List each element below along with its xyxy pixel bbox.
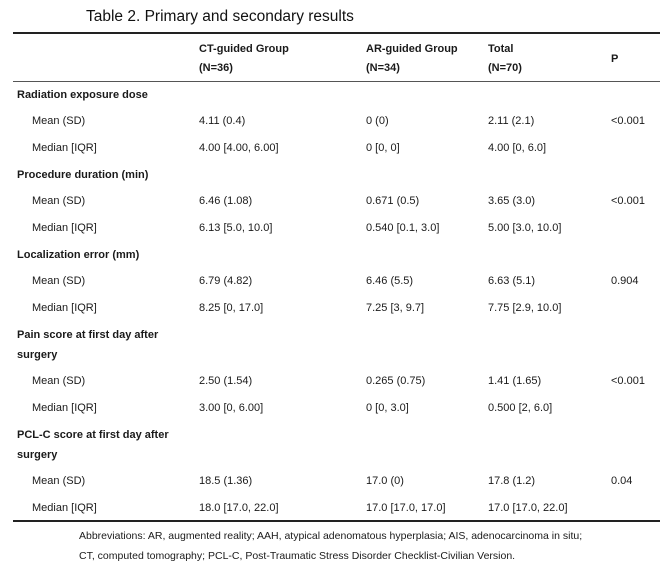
cell-total: 3.65 (3.0) xyxy=(488,195,536,207)
column-header: AR-guided Group xyxy=(366,43,458,55)
cell-ar: 17.0 (0) xyxy=(366,475,404,487)
cell-p: 0.04 xyxy=(611,475,633,487)
cell-ar: 0.540 [0.1, 3.0] xyxy=(366,222,440,234)
group-label: Pain score at first day after xyxy=(17,329,159,341)
cell-total: 4.00 [0, 6.0] xyxy=(488,142,547,154)
column-header-n: (N=36) xyxy=(199,62,233,74)
cell-ar: 0.265 (0.75) xyxy=(366,375,426,387)
row-label: Median [IQR] xyxy=(32,402,97,414)
group-label: surgery xyxy=(17,349,58,361)
row-label: Median [IQR] xyxy=(32,222,97,234)
row-label: Median [IQR] xyxy=(32,302,97,314)
cell-total: 17.0 [17.0, 22.0] xyxy=(488,502,568,514)
column-header: CT-guided Group xyxy=(199,43,289,55)
cell-ct: 6.79 (4.82) xyxy=(199,275,253,287)
row-label: Mean (SD) xyxy=(32,195,86,207)
cell-total: 2.11 (2.1) xyxy=(488,115,535,127)
cell-ct: 6.46 (1.08) xyxy=(199,195,253,207)
cell-total: 6.63 (5.1) xyxy=(488,275,536,287)
cell-ar: 7.25 [3, 9.7] xyxy=(366,302,425,314)
group-label: PCL-C score at first day after xyxy=(17,429,169,441)
cell-ar: 6.46 (5.5) xyxy=(366,275,414,287)
cell-ct: 8.25 [0, 17.0] xyxy=(199,302,264,314)
cell-ct: 6.13 [5.0, 10.0] xyxy=(199,222,273,234)
cell-ct: 18.0 [17.0, 22.0] xyxy=(199,502,279,514)
cell-ar: 0.671 (0.5) xyxy=(366,195,420,207)
bottom-rule xyxy=(13,520,660,522)
row-label: Median [IQR] xyxy=(32,502,97,514)
group-label: surgery xyxy=(17,449,58,461)
cell-ar: 0 (0) xyxy=(366,115,389,127)
cell-total: 7.75 [2.9, 10.0] xyxy=(488,302,562,314)
cell-ct: 3.00 [0, 6.00] xyxy=(199,402,264,414)
group-label: Procedure duration (min) xyxy=(17,169,149,181)
cell-total: 0.500 [2, 6.0] xyxy=(488,402,553,414)
row-label: Mean (SD) xyxy=(32,275,86,287)
cell-ct: 4.11 (0.4) xyxy=(199,115,246,127)
cell-ct: 18.5 (1.36) xyxy=(199,475,253,487)
cell-ar: 17.0 [17.0, 17.0] xyxy=(366,502,446,514)
cell-total: 17.8 (1.2) xyxy=(488,475,536,487)
cell-p: <0.001 xyxy=(611,375,645,387)
cell-p: <0.001 xyxy=(611,195,645,207)
row-label: Mean (SD) xyxy=(32,475,86,487)
cell-ar: 0 [0, 3.0] xyxy=(366,402,409,414)
cell-ct: 4.00 [4.00, 6.00] xyxy=(199,142,279,154)
column-header: P xyxy=(611,53,619,65)
top-rule xyxy=(13,32,660,34)
column-header: Total xyxy=(488,43,514,55)
row-label: Mean (SD) xyxy=(32,115,86,127)
row-label: Median [IQR] xyxy=(32,142,97,154)
column-header-n: (N=70) xyxy=(488,62,522,74)
row-label: Mean (SD) xyxy=(32,375,86,387)
column-header-n: (N=34) xyxy=(366,62,400,74)
cell-p: <0.001 xyxy=(611,115,645,127)
header-rule xyxy=(13,81,660,82)
group-label: Localization error (mm) xyxy=(17,249,140,261)
cell-ar: 0 [0, 0] xyxy=(366,142,400,154)
cell-total: 5.00 [3.0, 10.0] xyxy=(488,222,562,234)
cell-p: 0.904 xyxy=(611,275,639,287)
abbreviations-footnote: Abbreviations: AR, augmented reality; AA… xyxy=(79,530,583,562)
table-title: Table 2. Primary and secondary results xyxy=(86,8,354,25)
group-label: Radiation exposure dose xyxy=(17,89,148,101)
cell-ct: 2.50 (1.54) xyxy=(199,375,253,387)
cell-total: 1.41 (1.65) xyxy=(488,375,542,387)
